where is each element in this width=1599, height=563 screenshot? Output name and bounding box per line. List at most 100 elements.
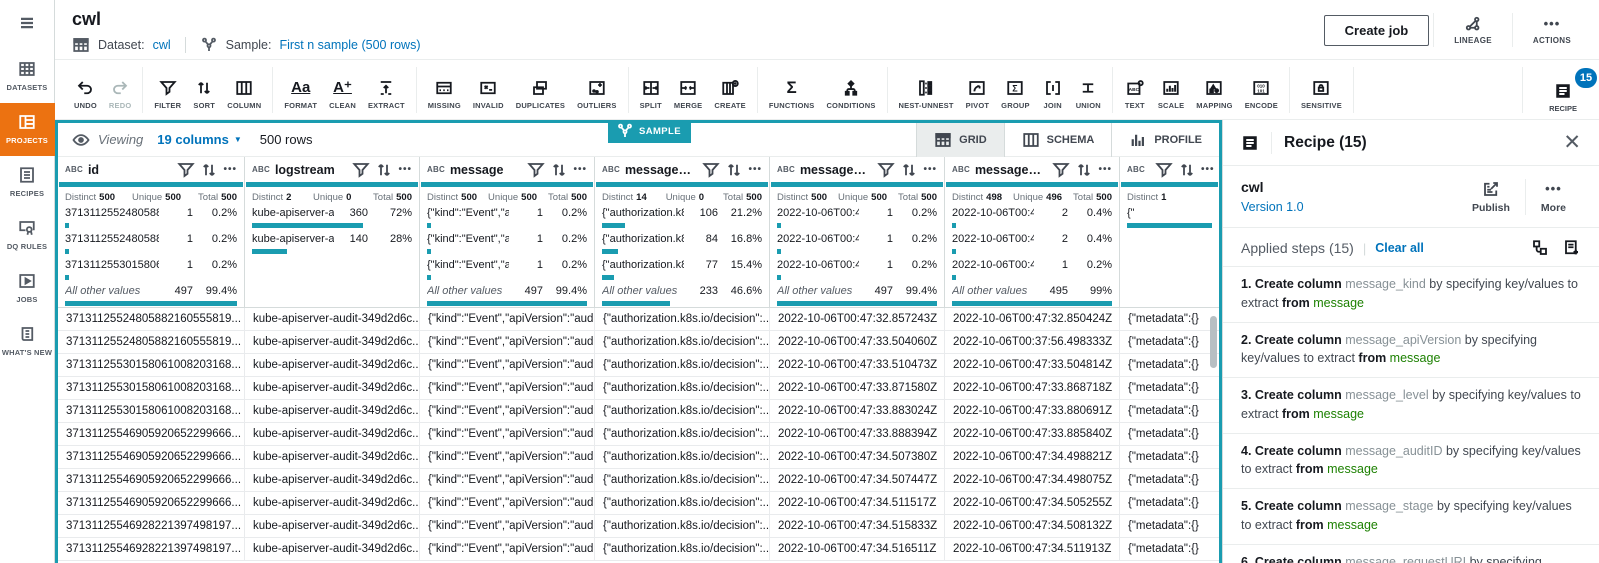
table-cell[interactable]: 37131125546905920652299666... (58, 446, 245, 468)
table-cell[interactable]: kube-apiserver-audit-349d2d6c... (245, 515, 420, 537)
table-cell[interactable]: kube-apiserver-audit-349d2d6c... (245, 308, 420, 330)
sidebar-item-dq-rules[interactable]: DQ RULES (0, 209, 55, 262)
table-cell[interactable]: 2022-10-06T00:47:33.510473Z (770, 354, 945, 376)
table-cell[interactable]: 2022-10-06T00:47:34.511517Z (770, 492, 945, 514)
recipe-step-message_requestURI[interactable]: 6. Create column message_requestURI by s… (1223, 543, 1599, 563)
table-cell[interactable]: 2022-10-06T00:47:34.511913Z (945, 538, 1120, 560)
table-cell[interactable]: 2022-10-06T00:47:34.498075Z (945, 469, 1120, 491)
table-cell[interactable]: {"metadata":{} (1128, 474, 1199, 486)
column-menu-icon[interactable]: ••• (923, 163, 937, 175)
table-cell[interactable]: 2022-10-06T00:47:34.505255Z (945, 492, 1120, 514)
table-cell[interactable]: 2022-10-06T00:47:33.885840Z (945, 423, 1120, 445)
table-cell[interactable]: 2022-10-06T00:47:33.888394Z (770, 423, 945, 445)
table-cell[interactable]: kube-apiserver-audit-349d2d6c... (245, 469, 420, 491)
recipe-step-message_level[interactable]: 3. Create column message_level by specif… (1223, 377, 1599, 433)
column-sort-icon[interactable] (550, 161, 568, 179)
tab-grid[interactable]: GRID (916, 122, 1004, 157)
table-cell[interactable]: 2022-10-06T00:47:33.880691Z (945, 400, 1120, 422)
value-row[interactable]: 37131125524805882...10.2% (58, 205, 244, 231)
table-cell[interactable]: 37131125530158061008203168... (58, 354, 245, 376)
table-cell[interactable]: {"metadata":{} (1128, 497, 1199, 509)
value-row-other[interactable]: All other values 495 99% (945, 283, 1119, 307)
table-cell[interactable]: {"authorization.k8s.io/decision":... (595, 446, 770, 468)
table-cell[interactable]: 2022-10-06T00:47:33.504060Z (770, 331, 945, 353)
recipe-version-link[interactable]: Version 1.0 (1241, 200, 1304, 214)
table-cell[interactable]: 2022-10-06T00:47:32.850424Z (945, 308, 1120, 330)
table-cell[interactable]: {"metadata":{} (1128, 359, 1199, 371)
table-cell[interactable]: 37131125546905920652299666... (58, 469, 245, 491)
sensitive-button[interactable]: SENSITIVE (1297, 70, 1346, 110)
missing-button[interactable]: MISSING (424, 70, 465, 110)
column-button[interactable]: COLUMN (223, 70, 265, 110)
column-filter-icon[interactable] (527, 161, 545, 179)
sidebar-item-projects[interactable]: PROJECTS (0, 103, 55, 156)
table-cell[interactable]: {"metadata":{} (1128, 451, 1199, 463)
table-cell[interactable]: {"metadata":{} (1128, 405, 1199, 417)
table-cell[interactable]: kube-apiserver-audit-349d2d6c... (245, 377, 420, 399)
column-header[interactable]: ABC message_req... ••• (945, 157, 1119, 182)
recipe-step-message_apiVersion[interactable]: 2. Create column message_apiVersion by s… (1223, 321, 1599, 378)
table-cell[interactable]: 2022-10-06T00:47:33.868718Z (945, 377, 1120, 399)
table-cell[interactable]: 37131125546905920652299666... (58, 423, 245, 445)
table-cell[interactable]: {"kind":"Event","apiVersion":"aud... (420, 423, 595, 445)
column-header[interactable]: ABC message ••• (420, 157, 594, 182)
outliers-button[interactable]: OUTLIERS (573, 70, 621, 110)
value-row-other[interactable]: All other values 497 99.4% (58, 283, 244, 307)
table-cell[interactable]: kube-apiserver-audit-349d2d6c... (245, 423, 420, 445)
table-cell[interactable]: 37131125546928221397498197... (58, 538, 245, 560)
value-row[interactable]: {"kind":"Event","apiV...10.2% (420, 205, 594, 231)
value-row[interactable]: 2022-10-06T00:48:...20.4% (945, 231, 1119, 257)
table-cell[interactable]: 2022-10-06T00:47:34.507380Z (770, 446, 945, 468)
table-cell[interactable]: {"kind":"Event","apiVersion":"aud... (420, 469, 595, 491)
tab-schema[interactable]: SCHEMA (1003, 122, 1112, 157)
table-cell[interactable]: {"metadata":{} (1128, 336, 1199, 348)
table-cell[interactable]: {"kind":"Event","apiVersion":"aud... (420, 400, 595, 422)
table-cell[interactable]: 2022-10-06T00:47:34.508132Z (945, 515, 1120, 537)
sort-button[interactable]: SORT (189, 70, 219, 110)
value-row-other[interactable]: All other values 497 99.4% (420, 283, 594, 307)
column-menu-icon[interactable]: ••• (223, 163, 237, 175)
value-row[interactable]: {"metadata":{},"code"... (1120, 205, 1219, 231)
column-filter-icon[interactable] (702, 161, 720, 179)
text-button[interactable]: ABC TEXT (1120, 70, 1150, 110)
column-filter-icon[interactable] (352, 161, 370, 179)
table-cell[interactable]: 37131125530158061008203168... (58, 377, 245, 399)
table-cell[interactable]: 37131125546928221397498197... (58, 515, 245, 537)
column-sort-icon[interactable] (200, 161, 218, 179)
table-cell[interactable]: {"authorization.k8s.io/decision":... (595, 538, 770, 560)
table-cell[interactable]: {"metadata":{} (1128, 520, 1199, 532)
clear-all-link[interactable]: Clear all (1375, 241, 1424, 255)
table-cell[interactable]: 37131125530158061008203168... (58, 400, 245, 422)
split-button[interactable]: SPLIT (636, 70, 666, 110)
value-row-other[interactable]: All other values 497 99.4% (770, 283, 944, 307)
value-row[interactable]: 2022-10-06T00:47:...10.2% (945, 257, 1119, 283)
table-cell[interactable]: {"authorization.k8s.io/decision":... (595, 331, 770, 353)
table-cell[interactable]: {"kind":"Event","apiVersion":"aud... (420, 492, 595, 514)
table-cell[interactable]: 37131125524805882160555819... (58, 331, 245, 353)
group-button[interactable]: Σ GROUP (997, 70, 1034, 110)
undo-button[interactable]: UNDO (70, 70, 101, 110)
column-sort-icon[interactable] (1075, 161, 1093, 179)
merge-button[interactable]: MERGE (670, 70, 707, 110)
join-button[interactable]: JOIN (1038, 70, 1068, 110)
table-cell[interactable]: kube-apiserver-audit-349d2d6c... (245, 492, 420, 514)
columns-dropdown[interactable]: 19 columns ▼ (157, 132, 242, 147)
sidebar-item-what-s-new[interactable]: WHAT'S NEW (0, 315, 55, 368)
value-row[interactable]: 2022-10-06T00:42:...20.4% (945, 205, 1119, 231)
table-cell[interactable]: {"authorization.k8s.io/decision":... (595, 515, 770, 537)
recipe-step-message_stage[interactable]: 5. Create column message_stage by specif… (1223, 488, 1599, 544)
column-filter-icon[interactable] (1155, 161, 1173, 179)
recipe-step-message_kind[interactable]: 1. Create column message_kind by specify… (1223, 266, 1599, 322)
column-filter-icon[interactable] (177, 161, 195, 179)
value-row[interactable]: 37131125524805882...10.2% (58, 231, 244, 257)
value-row[interactable]: {"kind":"Event","apiV...10.2% (420, 257, 594, 283)
format-button[interactable]: Aa FORMAT (284, 78, 318, 110)
actions-button[interactable]: ••• ACTIONS (1532, 16, 1571, 45)
table-cell[interactable]: {"kind":"Event","apiVersion":"aud... (420, 308, 595, 330)
extract-button[interactable]: EXTRACT (364, 70, 409, 110)
duplicates-button[interactable]: DUPLICATES (512, 70, 569, 110)
conditions-button[interactable]: CONDITIONS (822, 70, 879, 110)
